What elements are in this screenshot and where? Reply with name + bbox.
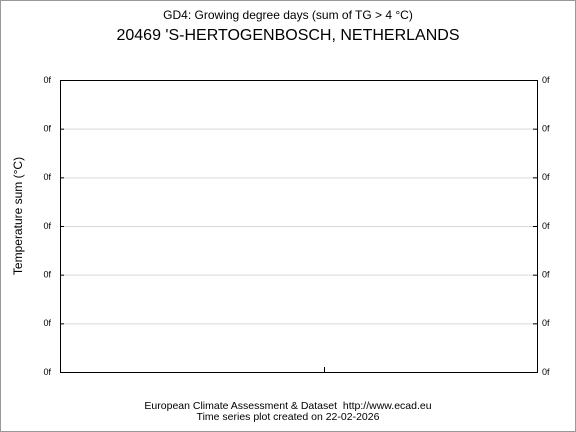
- y-tick-label: 0f: [43, 124, 51, 134]
- y2-tick-label: 0f: [542, 75, 550, 85]
- chart-subtitle: 20469 'S-HERTOGENBOSCH, NETHERLANDS: [116, 27, 459, 44]
- chart-title: GD4: Growing degree days (sum of TG > 4 …: [163, 8, 413, 22]
- y-axis-label: Temperature sum (°C): [11, 157, 25, 275]
- plot-area: [60, 80, 538, 373]
- y-tick-label: 0f: [43, 318, 51, 328]
- y2-tick-label: 0f: [542, 124, 550, 134]
- y2-tick-label: 0f: [542, 270, 550, 280]
- y-tick-label: 0f: [43, 270, 51, 280]
- footer-line: European Climate Assessment & Dataset ht…: [144, 400, 431, 412]
- grid: [60, 80, 537, 373]
- y2-tick-label: 0f: [542, 221, 550, 231]
- y-tick-label: 0f: [43, 221, 51, 231]
- y-tick-label: 0f: [43, 367, 51, 377]
- y-tick-label: 0f: [43, 75, 51, 85]
- footer-line: Time series plot created on 22-02-2026: [197, 411, 380, 423]
- y2-tick-label: 0f: [542, 367, 550, 377]
- y2-tick-label: 0f: [542, 318, 550, 328]
- y-tick-label: 0f: [43, 172, 51, 182]
- y2-tick-label: 0f: [542, 172, 550, 182]
